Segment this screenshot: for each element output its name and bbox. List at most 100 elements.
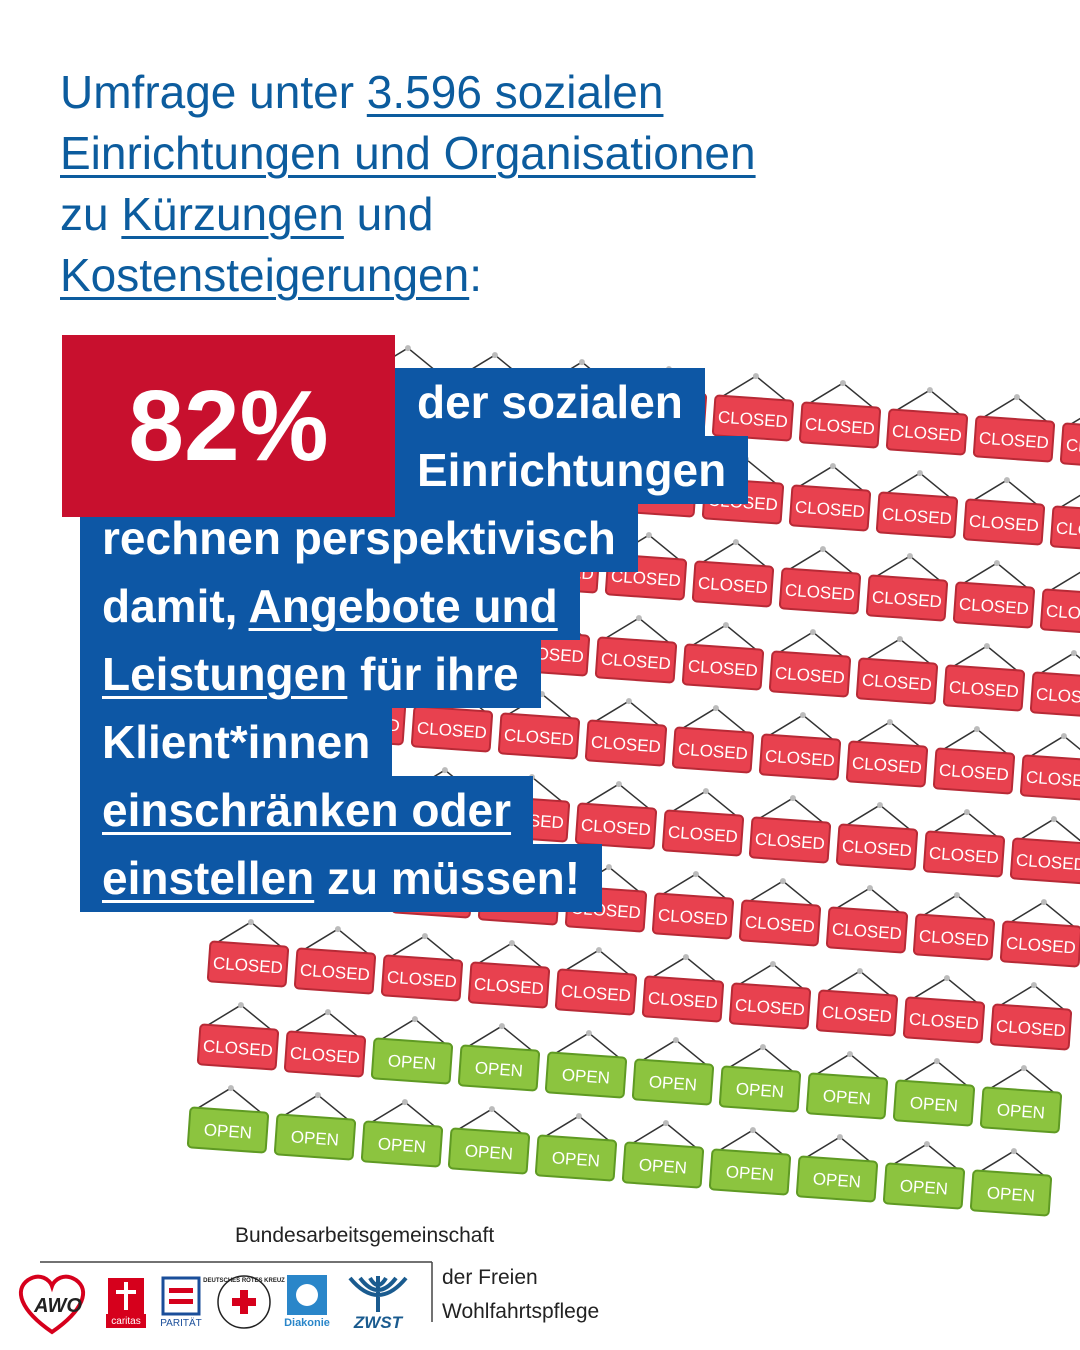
sign-board xyxy=(1009,837,1080,885)
intro-segment: und xyxy=(343,188,434,240)
sign-label: OPEN xyxy=(996,1100,1045,1122)
sign-nail xyxy=(237,1002,244,1009)
closed-sign: CLOSED xyxy=(681,622,765,691)
sign-board xyxy=(798,401,882,449)
closed-sign: CLOSED xyxy=(574,781,658,850)
sign-label: CLOSED xyxy=(1025,768,1080,792)
closed-sign: CLOSED xyxy=(865,553,949,622)
sign-nail xyxy=(876,802,883,809)
closed-sign: CLOSED xyxy=(1039,569,1080,636)
org-line: Wohlfahrtspflege xyxy=(442,1300,599,1323)
open-sign: OPEN xyxy=(457,1023,541,1092)
closed-sign: CLOSED xyxy=(989,982,1073,1051)
sign-board xyxy=(708,1148,792,1196)
intro-segment: zu xyxy=(60,188,122,240)
statement-segment: Leistungen xyxy=(102,648,348,700)
sign-label: CLOSED xyxy=(717,408,788,432)
sign-board xyxy=(186,1106,270,1154)
sign-label: CLOSED xyxy=(1035,685,1080,709)
open-sign: OPEN xyxy=(631,1037,715,1106)
sign-label: CLOSED xyxy=(774,664,845,688)
closed-sign: CLOSED xyxy=(875,470,959,539)
closed-sign: CLOSED xyxy=(798,380,882,449)
sign-board xyxy=(691,560,775,608)
sign-board xyxy=(370,1037,454,1085)
sign-label: CLOSED xyxy=(416,719,487,743)
sign-label: CLOSED xyxy=(841,837,912,861)
sign-label: CLOSED xyxy=(744,913,815,937)
sign-label: OPEN xyxy=(812,1169,861,1191)
closed-sign: CLOSED xyxy=(1009,816,1080,885)
sign-board xyxy=(885,408,969,456)
closed-sign: CLOSED xyxy=(1059,403,1080,470)
closed-sign: CLOSED xyxy=(661,788,745,857)
sign-board xyxy=(795,1155,879,1203)
sign-board xyxy=(661,809,745,857)
sign-nail xyxy=(662,1120,669,1127)
sign-label: CLOSED xyxy=(881,505,952,529)
sign-label: CLOSED xyxy=(734,996,805,1020)
sign-board xyxy=(845,740,929,788)
statement-line: Klient*innen xyxy=(80,708,393,776)
sign-nail xyxy=(886,719,893,726)
closed-sign: CLOSED xyxy=(584,698,668,767)
statement-segment: Einrichtungen xyxy=(417,444,727,496)
sign-label: CLOSED xyxy=(861,671,932,695)
closed-sign: CLOSED xyxy=(1049,486,1080,553)
sign-board xyxy=(1019,754,1080,802)
closed-sign: CLOSED xyxy=(691,539,775,608)
sign-board xyxy=(778,567,862,615)
closed-sign: CLOSED xyxy=(855,636,939,705)
sign-board xyxy=(651,892,735,940)
sign-label: OPEN xyxy=(899,1176,948,1198)
sign-label: CLOSED xyxy=(560,982,631,1006)
sign-board xyxy=(711,394,795,442)
sign-nail xyxy=(247,919,254,926)
statement-segment: für ihre xyxy=(347,648,519,700)
sign-board xyxy=(594,636,678,684)
headline-value: 82% xyxy=(128,369,329,482)
sign-label: CLOSED xyxy=(948,678,1019,702)
sign-label: CLOSED xyxy=(831,920,902,944)
closed-sign: CLOSED xyxy=(738,878,822,947)
sign-board xyxy=(206,940,290,988)
sign-nail xyxy=(1020,1065,1027,1072)
sign-label: CLOSED xyxy=(503,726,574,750)
sign-board xyxy=(360,1120,444,1168)
statement-segment: Klient*innen xyxy=(102,716,371,768)
closed-sign: CLOSED xyxy=(206,919,290,988)
sign-nail xyxy=(963,809,970,816)
sign-board xyxy=(497,712,581,760)
open-sign: OPEN xyxy=(544,1030,628,1099)
sign-label: OPEN xyxy=(735,1079,784,1101)
sign-nail xyxy=(906,553,913,560)
org-line: der Freien xyxy=(442,1266,538,1289)
logo-awo: AWO xyxy=(18,1274,86,1335)
sign-nail xyxy=(836,1134,843,1141)
sign-label: CLOSED xyxy=(804,415,875,439)
closed-sign: CLOSED xyxy=(711,373,795,442)
closed-sign: CLOSED xyxy=(778,546,862,615)
intro-segment: Umfrage unter xyxy=(60,66,367,118)
open-sign: OPEN xyxy=(708,1127,792,1196)
sign-board xyxy=(932,747,1016,795)
sign-label: CLOSED xyxy=(821,1003,892,1027)
closed-sign: CLOSED xyxy=(380,933,464,1002)
open-sign: OPEN xyxy=(882,1141,966,1210)
sign-board xyxy=(457,1044,541,1092)
sign-nail xyxy=(411,1016,418,1023)
closed-sign: CLOSED xyxy=(283,1009,367,1078)
sign-nail xyxy=(421,933,428,940)
sign-label: CLOSED xyxy=(590,733,661,757)
sign-nail xyxy=(1050,816,1057,823)
sign-label: CLOSED xyxy=(1055,519,1080,543)
sign-nail xyxy=(672,1037,679,1044)
sign-nail xyxy=(1040,899,1047,906)
sign-nail xyxy=(759,1044,766,1051)
org-line: Bundesarbeitsgemeinschaft xyxy=(235,1224,494,1247)
open-sign: OPEN xyxy=(360,1099,444,1168)
logo-text: ZWST xyxy=(353,1313,404,1332)
intro-segment: Kürzungen xyxy=(121,188,344,240)
sign-label: CLOSED xyxy=(995,1017,1066,1041)
